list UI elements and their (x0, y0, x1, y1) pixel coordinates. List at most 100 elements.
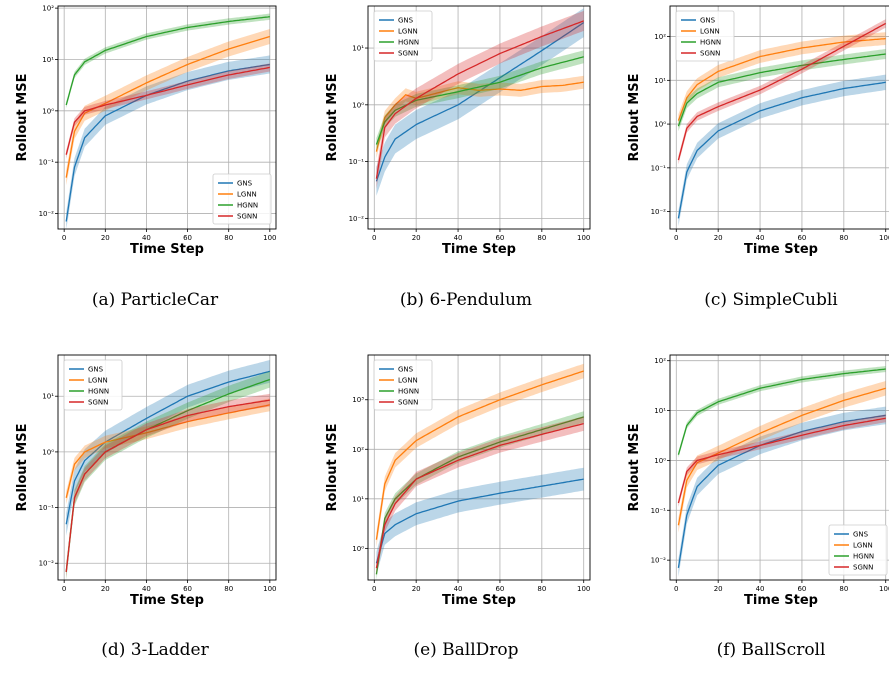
x-tick-label: 20 (412, 234, 421, 242)
x-tick-label: 100 (263, 585, 276, 593)
chart-panel-2: 0 20 40 60 80 100 10⁻² 10⁻¹ 10⁰ 10¹ Time Step Rollo… (325, 5, 591, 310)
x-tick-label: 100 (263, 234, 276, 242)
series-line-lgnn (375, 81, 584, 152)
y-tick-label: 10¹ (42, 56, 54, 64)
legend-label-hgnn: HGNN (700, 39, 721, 47)
y-tick-label: 10⁻² (349, 215, 365, 223)
series-line-gns (677, 414, 886, 569)
legend-label-lgnn: LGNN (398, 28, 418, 36)
axes-frame (367, 354, 591, 581)
legend: GNS LGNN HGNN SGNN (212, 173, 272, 225)
x-tick-label: 60 (797, 234, 806, 242)
y-tick-label: 10⁻² (39, 560, 55, 568)
band-sgnn (678, 414, 886, 507)
series-line-lgnn (375, 370, 584, 540)
chart-panel-6: 0 20 40 60 80 100 10⁻² 10⁻¹ 10⁰ 10¹ 10² Time Step Ro… (627, 354, 889, 660)
x-tick-label: 80 (224, 234, 233, 242)
series-line-lgnn (677, 37, 886, 121)
band-hgnn (66, 371, 270, 580)
y-tick-label: 10⁻¹ (651, 164, 667, 172)
series-line-hgnn (677, 53, 886, 127)
x-tick-label: 80 (537, 234, 546, 242)
x-tick-label: 40 (454, 585, 463, 593)
band-lgnn (376, 363, 584, 547)
axes-frame (367, 5, 591, 230)
x-axis-label: Time Step (744, 242, 818, 257)
panel-caption: (c) SimpleCubli (704, 290, 838, 310)
x-tick-label: 100 (879, 234, 889, 242)
y-tick-label: 10¹ (352, 495, 364, 503)
x-tick-label: 40 (142, 234, 151, 242)
x-tick-label: 20 (101, 585, 110, 593)
legend-label-hgnn: HGNN (398, 388, 419, 396)
legend-label-gns: GNS (700, 17, 716, 25)
series-line-hgnn (65, 16, 270, 106)
x-tick-label: 20 (714, 585, 723, 593)
chart-panel-1: 0 20 40 60 80 100 10⁻² 10⁻¹ 10⁰ 10¹ 10² Time Step Ro… (15, 5, 277, 310)
x-tick-label: 0 (674, 585, 678, 593)
x-tick-label: 60 (183, 585, 192, 593)
axes-frame (57, 354, 277, 581)
y-tick-label: 10⁻¹ (39, 159, 55, 167)
series-line-sgnn (677, 22, 887, 161)
legend-label-sgnn: SGNN (398, 50, 418, 58)
panel-caption: (d) 3-Ladder (101, 640, 209, 660)
y-tick-label: 10¹ (654, 407, 666, 415)
legend-label-sgnn: SGNN (700, 50, 720, 58)
x-axis-label: Time Step (442, 242, 516, 257)
legend: GNS LGNN HGNN SGNN (63, 359, 123, 411)
x-tick-label: 60 (495, 585, 504, 593)
band-lgnn (678, 32, 886, 128)
band-lgnn (376, 75, 584, 159)
band-sgnn (66, 393, 270, 579)
x-tick-label: 100 (577, 585, 590, 593)
series-line-gns (65, 63, 270, 222)
legend-box (212, 173, 272, 225)
legend: GNS LGNN HGNN SGNN (373, 359, 433, 411)
legend-label-hgnn: HGNN (88, 388, 109, 396)
x-tick-label: 0 (372, 585, 376, 593)
y-tick-label: 10² (654, 33, 666, 41)
series-line-sgnn (375, 20, 584, 179)
series-line-sgnn (65, 399, 270, 572)
legend-label-lgnn: LGNN (88, 377, 108, 385)
y-tick-label: 10² (42, 5, 54, 13)
y-tick-label: 10¹ (42, 393, 54, 401)
x-axis-label: Time Step (744, 593, 818, 608)
x-axis-label: Time Step (130, 242, 204, 257)
legend: GNS LGNN HGNN SGNN (373, 10, 433, 62)
axes-frame (669, 5, 889, 230)
legend-label-lgnn: LGNN (398, 377, 418, 385)
x-tick-label: 0 (62, 234, 66, 242)
legend-box (63, 359, 123, 411)
legend-label-lgnn: LGNN (700, 28, 720, 36)
y-tick-label: 10⁰ (42, 448, 54, 456)
axes-frame (669, 354, 889, 581)
legend-box (675, 10, 735, 62)
x-axis-label: Time Step (442, 593, 516, 608)
y-axis-label: Rollout MSE (15, 74, 30, 162)
band-lgnn (66, 29, 270, 186)
legend-label-gns: GNS (398, 366, 414, 374)
panel-caption: (b) 6-Pendulum (400, 290, 532, 310)
legend-box (373, 359, 433, 411)
legend-label-sgnn: SGNN (398, 399, 418, 407)
band-hgnn (376, 411, 584, 580)
chart-panel-4: 0 20 40 60 80 100 10⁻² 10⁻¹ 10⁰ 10¹ Time Step Rollo… (15, 354, 277, 660)
x-tick-label: 40 (756, 234, 765, 242)
legend-label-lgnn: LGNN (237, 191, 257, 199)
y-tick-label: 10⁻¹ (651, 507, 667, 515)
y-tick-label: 10² (654, 357, 666, 365)
band-gns (66, 360, 270, 536)
y-tick-label: 10⁻¹ (349, 158, 365, 166)
y-tick-label: 10⁻² (39, 210, 55, 218)
series-line-sgnn (375, 422, 584, 569)
y-tick-label: 10¹ (352, 45, 364, 53)
legend-box (373, 10, 433, 62)
x-tick-label: 0 (372, 234, 376, 242)
legend: GNS LGNN HGNN SGNN (828, 524, 888, 576)
x-tick-label: 40 (756, 585, 765, 593)
legend-label-gns: GNS (237, 180, 253, 188)
series-line-gns (65, 370, 270, 525)
legend: GNS LGNN HGNN SGNN (675, 10, 735, 62)
